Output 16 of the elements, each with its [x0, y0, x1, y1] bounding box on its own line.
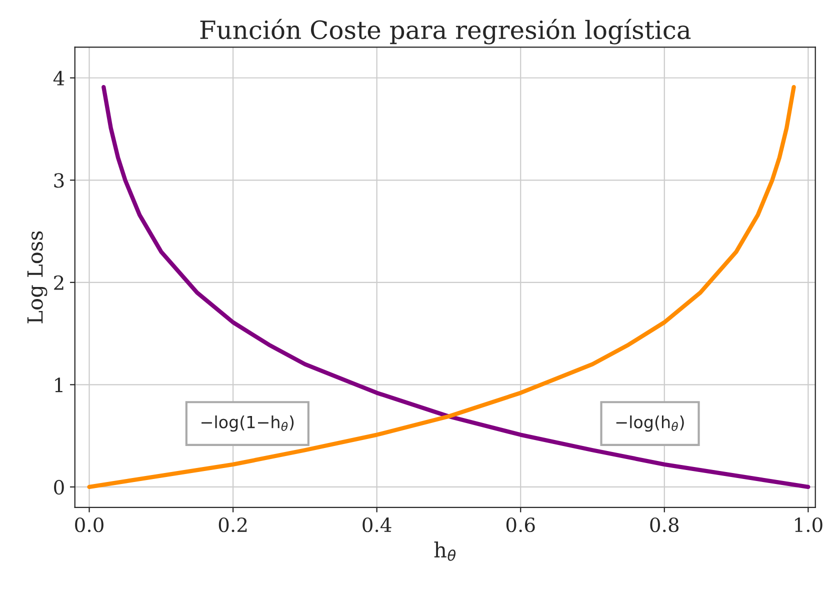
y-tick-label: 3 — [54, 173, 64, 188]
x-tick-label: 1.0 — [795, 517, 822, 532]
x-tick-label: 0.2 — [218, 517, 247, 532]
x-tick-label: 0.0 — [75, 517, 104, 532]
x-tick-label: 0.6 — [506, 517, 535, 532]
y-tick-label: 0 — [54, 480, 64, 495]
series-label: −log(1−h$_{θ}$) — [202, 415, 294, 432]
y-axis-title: Log Loss — [27, 231, 48, 324]
y-tick-label: 1 — [55, 378, 62, 392]
x-tick-label: 0.8 — [650, 517, 679, 532]
chart-title: Función Coste para regresión logística — [200, 18, 691, 44]
y-tick-label: 4 — [53, 70, 64, 86]
x-tick-label: 0.4 — [362, 517, 392, 532]
x-axis-title: h$_{θ}$ — [434, 541, 456, 561]
y-tick-label: 2 — [54, 275, 64, 290]
series-label: −log(h$_{θ}$) — [616, 415, 684, 432]
